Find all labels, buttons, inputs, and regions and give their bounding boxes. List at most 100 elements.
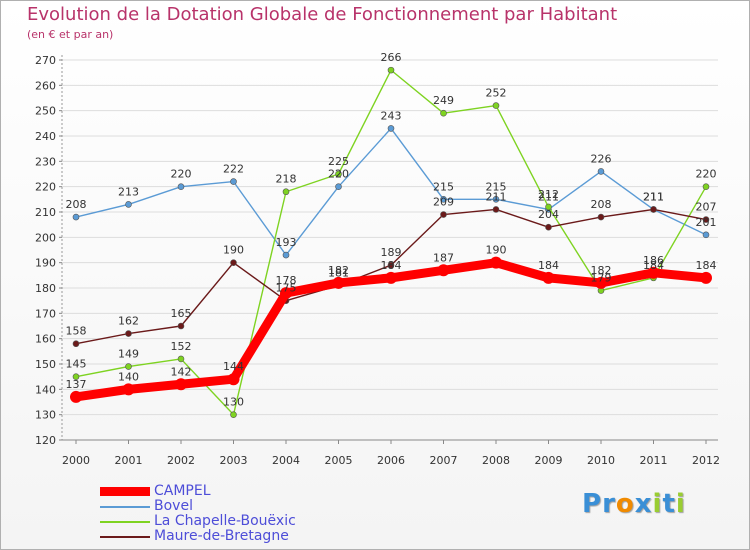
data-label: 165 bbox=[171, 307, 192, 320]
legend-label: La Chapelle-Bouëxic bbox=[154, 513, 296, 529]
data-point bbox=[335, 183, 342, 190]
data-point bbox=[490, 256, 502, 269]
data-point bbox=[282, 251, 290, 259]
legend-label: CAMPEL bbox=[154, 483, 211, 499]
legend-label: Maure-de-Bretagne bbox=[154, 528, 289, 544]
data-point bbox=[542, 271, 555, 284]
data-label: 211 bbox=[643, 190, 664, 203]
y-tick-label: 250 bbox=[35, 105, 56, 118]
x-tick-label: 2005 bbox=[325, 454, 353, 467]
y-tick-label: 130 bbox=[35, 409, 56, 422]
data-label: 222 bbox=[223, 163, 244, 176]
y-tick-label: 140 bbox=[35, 383, 56, 396]
data-label: 130 bbox=[223, 396, 244, 409]
data-point bbox=[492, 102, 500, 109]
data-point bbox=[545, 203, 552, 211]
data-point bbox=[597, 213, 605, 221]
chart-title: Evolution de la Dotation Globale de Fonc… bbox=[27, 4, 618, 25]
data-point bbox=[230, 259, 237, 266]
legend-swatch bbox=[100, 520, 150, 523]
series-line-bovel bbox=[75, 127, 707, 256]
y-tick-label: 190 bbox=[35, 257, 56, 270]
data-label: 211 bbox=[643, 190, 664, 203]
data-label: 252 bbox=[486, 87, 507, 100]
data-label: 140 bbox=[118, 370, 139, 383]
data-label: 175 bbox=[276, 282, 297, 295]
data-label: 204 bbox=[538, 208, 559, 221]
data-label: 189 bbox=[381, 246, 402, 259]
data-point bbox=[492, 196, 500, 203]
data-label: 179 bbox=[591, 272, 612, 285]
data-point bbox=[122, 383, 135, 396]
legend-swatch bbox=[100, 505, 150, 508]
y-tick-label: 200 bbox=[35, 231, 56, 244]
data-label: 178 bbox=[276, 274, 297, 287]
y-tick-label: 210 bbox=[35, 206, 56, 219]
legend-label: Bovel bbox=[154, 498, 193, 514]
data-label: 249 bbox=[433, 94, 454, 107]
y-tick-label: 220 bbox=[35, 181, 56, 194]
data-label: 220 bbox=[171, 168, 192, 181]
data-label: 184 bbox=[643, 259, 664, 272]
data-point bbox=[387, 125, 395, 132]
data-label: 193 bbox=[276, 236, 297, 249]
x-tick-label: 2010 bbox=[587, 454, 615, 467]
data-label: 211 bbox=[538, 190, 559, 203]
data-point bbox=[335, 170, 342, 178]
data-point bbox=[702, 183, 710, 190]
data-point bbox=[72, 373, 80, 380]
data-point bbox=[702, 216, 710, 223]
data-point bbox=[440, 211, 447, 218]
logo-letter: P bbox=[582, 489, 603, 519]
y-tick-label: 160 bbox=[35, 333, 56, 346]
x-tick-label: 2012 bbox=[692, 454, 720, 467]
data-label: 211 bbox=[486, 190, 507, 203]
data-point bbox=[125, 330, 132, 337]
data-point bbox=[177, 183, 185, 190]
data-point bbox=[595, 276, 607, 289]
data-point bbox=[227, 373, 240, 386]
data-label: 187 bbox=[433, 251, 454, 264]
data-point bbox=[72, 340, 80, 348]
data-point bbox=[700, 271, 712, 284]
legend: CAMPEL Bovel La Chapelle-Bouëxic Maure-de-B… bbox=[100, 484, 296, 544]
data-point bbox=[387, 261, 395, 269]
data-label: 208 bbox=[66, 198, 87, 211]
legend-swatch bbox=[100, 487, 150, 496]
data-label: 212 bbox=[538, 188, 559, 201]
data-label: 184 bbox=[538, 259, 559, 272]
data-label: 209 bbox=[433, 196, 454, 209]
y-tick-label: 260 bbox=[35, 79, 56, 92]
data-point bbox=[385, 271, 397, 284]
legend-item: Maure-de-Bretagne bbox=[100, 529, 296, 544]
x-tick-label: 2008 bbox=[482, 454, 510, 467]
data-point bbox=[597, 168, 605, 175]
legend-swatch bbox=[100, 535, 150, 538]
x-tick-label: 2003 bbox=[220, 454, 248, 467]
logo-letter: t bbox=[662, 489, 676, 519]
x-tick-label: 2001 bbox=[115, 454, 143, 467]
y-tick-label: 240 bbox=[35, 130, 56, 143]
data-label: 207 bbox=[696, 201, 717, 214]
y-tick-label: 150 bbox=[35, 358, 56, 371]
data-point bbox=[282, 188, 290, 196]
data-point bbox=[175, 378, 187, 391]
x-tick-label: 2006 bbox=[377, 454, 405, 467]
data-label: 190 bbox=[486, 244, 507, 257]
data-label: 137 bbox=[66, 378, 87, 391]
data-label: 190 bbox=[223, 244, 244, 257]
x-tick-label: 2004 bbox=[272, 454, 300, 467]
data-point bbox=[650, 206, 657, 213]
y-tick-label: 180 bbox=[35, 282, 56, 295]
data-label: 162 bbox=[118, 315, 139, 328]
data-label: 186 bbox=[643, 254, 664, 267]
data-label: 184 bbox=[696, 259, 717, 272]
legend-item: La Chapelle-Bouëxic bbox=[100, 514, 296, 529]
data-point bbox=[387, 66, 395, 74]
x-tick-label: 2009 bbox=[535, 454, 563, 467]
data-label: 182 bbox=[591, 264, 612, 277]
legend-item: Bovel bbox=[100, 499, 296, 514]
data-label: 220 bbox=[696, 168, 717, 181]
data-point bbox=[440, 109, 447, 117]
data-point bbox=[230, 411, 237, 418]
